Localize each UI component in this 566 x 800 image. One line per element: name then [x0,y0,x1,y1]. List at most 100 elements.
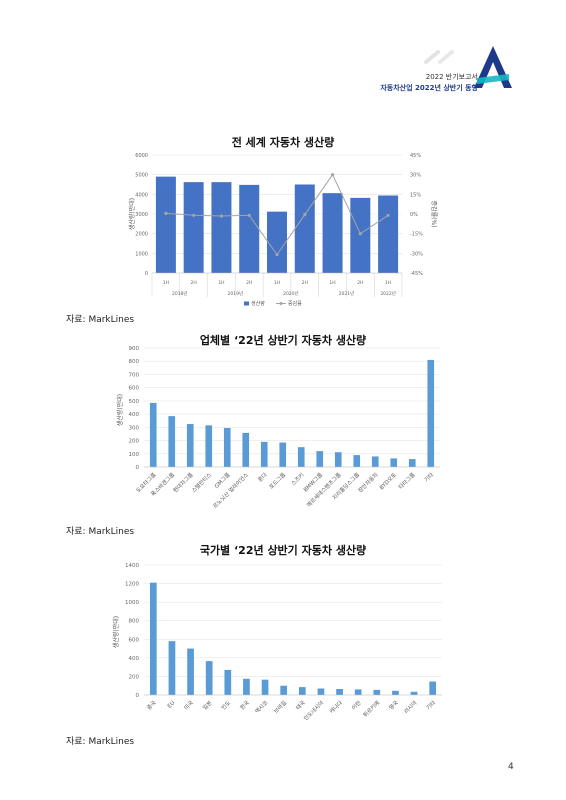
legend-label: 증감률 [288,300,302,307]
bar [186,424,194,467]
x-tick-label: 혼다 [256,471,269,484]
x-tick-label: 2H [357,280,363,286]
y-tick-label: 800 [129,619,140,625]
bar [205,661,213,695]
bar [205,425,213,467]
x-tick-label: 중국 [146,699,158,711]
x-tick-label: 한국 [239,699,251,711]
y-tick-label: 700 [129,372,140,378]
y-tick-label: 1000 [135,251,148,257]
bar [334,452,342,467]
x-tick-label: 1H [163,280,169,286]
y-axis-ticks: 0 1000 2000 3000 4000 5000 6000 [135,153,148,277]
x-tick-label: 스텔란티스 [190,471,214,495]
source-note-2: 자료: MarkLines [66,527,135,537]
y2-axis-label: 증감률(%) [430,201,437,228]
bar [155,176,176,273]
line-point [219,214,224,218]
bar [410,691,418,695]
report-title: 2022 반기보고서 [425,73,478,81]
source-note-3: 자료: MarkLines [66,737,135,747]
bar [429,681,437,695]
bar [224,669,232,695]
y-tick-label: 0 [136,465,140,471]
year-group-label: 2022년 [380,290,396,297]
chart-title: 국가별 ‘22년 상반기 자동차 생산량 [200,543,366,557]
y-tick-label: 200 [129,439,140,445]
country-production-chart: 국가별 ‘22년 상반기 자동차 생산량 0 200 400 600 800 1000 12… [112,543,442,722]
bar [261,679,269,695]
bar-series [144,359,440,468]
y-tick-label: 0 [145,271,148,277]
y-axis-label: 생산량(만대) [128,198,136,230]
report-header: 2022 반기보고서 자동차산업 2022년 상반기 동향 [380,72,478,94]
x-tick-label: 미국 [182,699,195,712]
y2-tick-label: 15% [410,192,421,198]
line-point [330,173,335,177]
x-tick-label: 브라질 [272,699,288,715]
x-tick-label: 인도 [220,699,232,711]
x-tick-label: 2H [246,280,252,286]
line-point [192,213,196,217]
y-tick-label: 900 [129,346,140,352]
y-tick-label: 600 [129,386,140,392]
report-subtitle: 자동차산업 2022년 상반기 동향 [380,84,478,92]
year-group-label: 2021년 [339,290,355,297]
bar [390,458,398,467]
x-tick-label: 멕시코 [254,699,270,715]
year-group-label: 2019년 [228,290,244,297]
line-point [247,213,251,217]
legend-swatch-marker [279,302,283,305]
bar [427,359,435,467]
y-tick-label: 1400 [125,563,139,569]
bar [223,427,231,467]
x-tick-label: 일본 [201,699,214,712]
y-tick-label: 1000 [125,600,139,606]
line-point [164,211,168,215]
bar [149,582,157,695]
bar-series [155,176,399,273]
y-axis-ticks: 0 100 200 300 400 500 600 700 800 900 [129,346,140,471]
y-axis-ticks: 0 200 400 600 800 1000 1200 1400 [125,563,140,699]
bar [211,182,232,273]
y-tick-label: 300 [129,425,140,431]
x-tick-label: 태국 [294,699,307,712]
year-group-label: 2020년 [283,290,299,297]
chart-title: 전 세계 자동차 생산량 [232,135,335,149]
x-tick-label: 1H [385,280,391,286]
bar [378,195,399,273]
bar [267,211,287,273]
x-tick-label: 러시아 [402,699,418,715]
x-tick-label: 1H [329,280,335,286]
line-point [386,213,390,217]
x-tick-label: 스즈키 [289,471,305,487]
y2-tick-label: -15% [410,232,423,238]
line-point [275,253,279,257]
x-tick-label: 1H [274,280,280,286]
y-tick-label: 400 [129,412,140,418]
y-tick-label: 4000 [135,192,148,198]
x-tick-label: 장안자동차 [356,471,380,495]
x-tick-label: 타타그룹 [397,471,417,491]
bar [168,416,176,467]
bar [350,197,371,273]
legend-label: 생산량 [251,300,265,307]
bar [242,432,250,467]
bar [187,648,194,695]
y2-tick-label: -45% [410,271,423,277]
bar [354,689,362,695]
x-tick-label: EU [167,700,177,710]
bar [149,402,157,467]
a-logo-icon [474,46,512,88]
x-tick-label: 기타 [424,699,437,712]
x-tick-label: 2H [191,280,197,286]
y-tick-label: 600 [129,637,140,643]
y-tick-label: 100 [129,452,140,458]
y-tick-label: 0 [136,693,140,699]
y-tick-label: 200 [129,674,140,680]
y2-tick-label: 45% [410,153,421,159]
x-tick-label: GM그룹 [213,471,231,489]
line-point [358,232,362,236]
y2-tick-label: -30% [410,251,423,257]
